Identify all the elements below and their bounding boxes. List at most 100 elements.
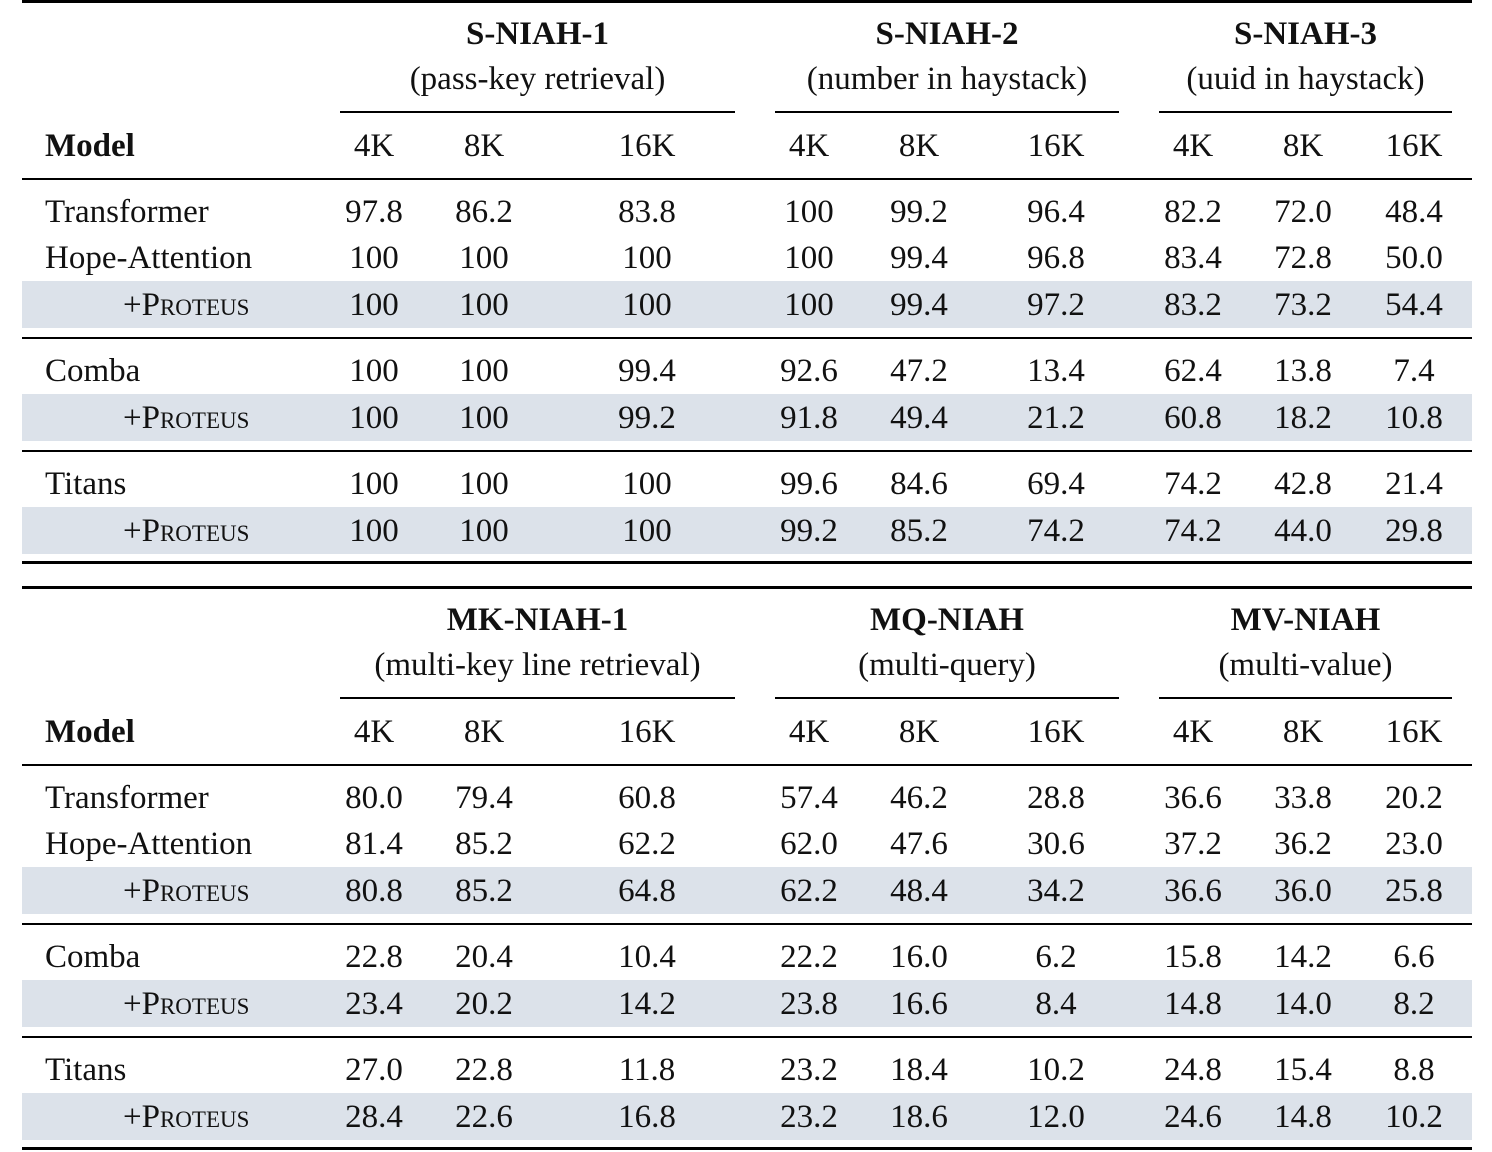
score-cell: 62.2 (618, 826, 676, 862)
table-rule (22, 450, 1472, 452)
group-subtitle: (multi-key line retrieval) (374, 647, 701, 683)
model-name: +Proteus (123, 513, 250, 549)
group-title: MV-NIAH (1230, 602, 1381, 638)
score-cell: 10.8 (1385, 400, 1443, 436)
score-cell: 8.8 (1393, 1052, 1435, 1088)
score-cell: 100 (349, 353, 399, 389)
score-cell: 36.0 (1274, 873, 1332, 909)
highlight-row-band (22, 980, 1472, 1027)
results-table-1: S-NIAH-1 (pass-key retrieval) S-NIAH-2 (num… (22, 0, 1472, 566)
model-name: +Proteus (123, 287, 250, 323)
context-length-header: 4K (1172, 128, 1214, 164)
score-cell: 86.2 (455, 194, 513, 230)
context-length-header: 16K (618, 128, 676, 164)
group-underline (1159, 697, 1452, 699)
score-cell: 33.8 (1274, 780, 1332, 816)
score-cell: 100 (349, 513, 399, 549)
highlight-row-band (22, 281, 1472, 328)
score-cell: 7.4 (1393, 353, 1435, 389)
table-rule (22, 586, 1472, 589)
score-cell: 83.2 (1164, 287, 1222, 323)
group-title: S-NIAH-2 (875, 16, 1019, 52)
score-cell: 99.4 (890, 240, 948, 276)
score-cell: 99.2 (780, 513, 838, 549)
score-cell: 99.4 (618, 353, 676, 389)
score-cell: 100 (459, 513, 509, 549)
score-cell: 83.4 (1164, 240, 1222, 276)
context-length-header: 4K (353, 714, 395, 750)
score-cell: 8.4 (1035, 986, 1077, 1022)
score-cell: 48.4 (890, 873, 948, 909)
context-length-header: 16K (1027, 128, 1085, 164)
highlight-row-band (22, 1093, 1472, 1140)
results-table-2: MK-NIAH-1 (multi-key line retrieval) MQ-NI… (22, 586, 1472, 1152)
model-name: Titans (45, 1052, 127, 1088)
group-subtitle: (pass-key retrieval) (409, 61, 666, 97)
score-cell: 23.2 (780, 1052, 838, 1088)
score-cell: 100 (349, 466, 399, 502)
model-name: Transformer (45, 194, 209, 230)
score-cell: 30.6 (1027, 826, 1085, 862)
score-cell: 11.8 (618, 1052, 676, 1088)
score-cell: 100 (784, 240, 834, 276)
context-length-header: 8K (1282, 128, 1324, 164)
score-cell: 12.0 (1027, 1099, 1085, 1135)
score-cell: 23.4 (345, 986, 403, 1022)
score-cell: 100 (784, 194, 834, 230)
highlight-row-band (22, 507, 1472, 554)
score-cell: 36.2 (1274, 826, 1332, 862)
score-cell: 21.4 (1385, 466, 1443, 502)
score-cell: 47.2 (890, 353, 948, 389)
group-title: MK-NIAH-1 (446, 602, 629, 638)
score-cell: 100 (622, 287, 672, 323)
group-underline (775, 111, 1119, 113)
score-cell: 99.6 (780, 466, 838, 502)
score-cell: 100 (622, 466, 672, 502)
score-cell: 23.8 (780, 986, 838, 1022)
score-cell: 85.2 (455, 873, 513, 909)
score-cell: 100 (459, 240, 509, 276)
model-name: Hope-Attention (45, 240, 253, 276)
table-rule (22, 764, 1472, 766)
group-title: S-NIAH-1 (465, 16, 609, 52)
score-cell: 99.4 (890, 287, 948, 323)
score-cell: 44.0 (1274, 513, 1332, 549)
score-cell: 48.4 (1385, 194, 1443, 230)
score-cell: 22.8 (345, 939, 403, 975)
score-cell: 83.8 (618, 194, 676, 230)
context-length-header: 8K (463, 714, 505, 750)
model-name: +Proteus (123, 400, 250, 436)
context-length-header: 4K (1172, 714, 1214, 750)
group-subtitle: (uuid in haystack) (1186, 61, 1425, 97)
score-cell: 23.0 (1385, 826, 1443, 862)
score-cell: 24.8 (1164, 1052, 1222, 1088)
context-length-header: 4K (788, 128, 830, 164)
score-cell: 20.2 (455, 986, 513, 1022)
score-cell: 15.8 (1164, 939, 1222, 975)
context-length-header: 16K (1027, 714, 1085, 750)
score-cell: 27.0 (345, 1052, 403, 1088)
model-name: Comba (45, 353, 141, 389)
score-cell: 50.0 (1385, 240, 1443, 276)
context-length-header: 4K (788, 714, 830, 750)
score-cell: 23.2 (780, 1099, 838, 1135)
score-cell: 21.2 (1027, 400, 1085, 436)
score-cell: 22.6 (455, 1099, 513, 1135)
score-cell: 18.2 (1274, 400, 1332, 436)
score-cell: 100 (459, 353, 509, 389)
score-cell: 57.4 (780, 780, 838, 816)
score-cell: 62.2 (780, 873, 838, 909)
score-cell: 85.2 (890, 513, 948, 549)
score-cell: 49.4 (890, 400, 948, 436)
score-cell: 99.2 (618, 400, 676, 436)
group-subtitle: (multi-value) (1218, 647, 1393, 683)
context-length-header: 8K (463, 128, 505, 164)
score-cell: 96.8 (1027, 240, 1085, 276)
score-cell: 20.4 (455, 939, 513, 975)
score-cell: 100 (784, 287, 834, 323)
score-cell: 18.4 (890, 1052, 948, 1088)
highlight-row-band (22, 394, 1472, 441)
score-cell: 74.2 (1164, 513, 1222, 549)
table-rule (22, 923, 1472, 925)
score-cell: 84.6 (890, 466, 948, 502)
